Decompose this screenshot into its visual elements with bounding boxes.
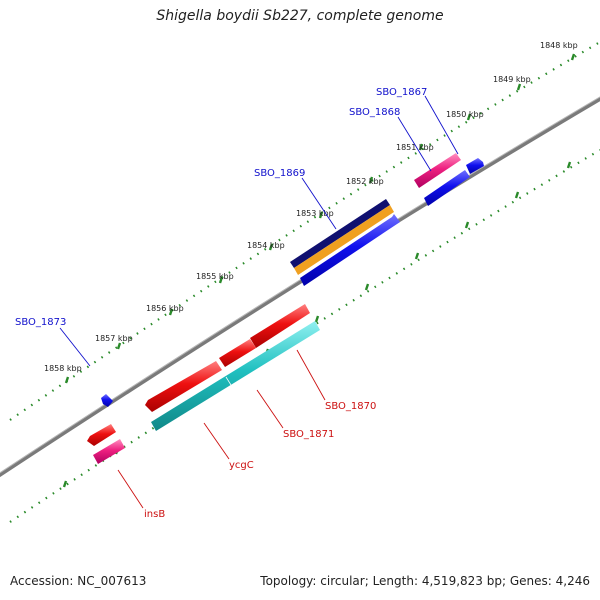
cyan-gene-divider (225, 376, 232, 386)
gene-label-sbo1871[interactable]: SBO_1871 (283, 429, 334, 440)
gene-label-sbo1870[interactable]: SBO_1870 (325, 401, 376, 412)
gene-arrow-ycgc[interactable] (145, 361, 222, 412)
gene-label-ycgc[interactable]: ycgC (229, 460, 254, 471)
gene-arrow-red-mid[interactable] (219, 339, 256, 367)
gene-arrow-sbo1868[interactable] (424, 170, 470, 206)
major-tick (168, 308, 174, 316)
gene-arrow-navy[interactable] (290, 199, 390, 268)
gene-arrow-orange[interactable] (294, 205, 394, 275)
major-tick (418, 143, 424, 151)
leader-insb (117, 469, 144, 509)
major-tick (466, 113, 472, 121)
major-tick (364, 283, 370, 291)
major-tick (314, 315, 320, 323)
tick-label-1849: 1849 kbp (493, 75, 531, 84)
forward-tick-ring (9, 41, 600, 421)
tick-label-1850: 1850 kbp (446, 110, 484, 119)
gene-arrow-sbo1871[interactable] (151, 321, 320, 431)
major-tick (514, 191, 520, 199)
leader-sbo1873 (59, 327, 91, 367)
gene-arrow-sbo1870[interactable] (250, 304, 310, 348)
major-tick (318, 211, 324, 219)
major-tick (62, 480, 68, 488)
major-tick (368, 176, 374, 184)
sequence-backbone (0, 96, 600, 478)
tick-label-1851: 1851 kbp (396, 143, 434, 152)
accession-label: Accession: (10, 574, 74, 588)
gene-label-sbo1867[interactable]: SBO_1867 (376, 87, 427, 98)
leader-sbo1869 (301, 177, 337, 230)
gene-label-sbo1869[interactable]: SBO_1869 (254, 168, 305, 179)
leader-sbo1867 (424, 95, 459, 155)
gene-arrow-red-small[interactable] (87, 424, 116, 446)
reverse-tick-ring (9, 149, 600, 523)
major-tick (218, 276, 224, 284)
gene-arrow-sbo1869[interactable] (300, 214, 400, 286)
length-label: Length: (372, 574, 419, 588)
genes-label: Genes: (509, 574, 552, 588)
tick-label-1854: 1854 kbp (247, 241, 285, 250)
gene-label-sbo1868[interactable]: SBO_1868 (349, 107, 400, 118)
accession-info: Accession: NC_007613 (10, 574, 146, 588)
gene-arrow-magenta-fwd[interactable] (414, 153, 461, 188)
tick-label-1857: 1857 kbp (95, 334, 133, 343)
tick-label-1858: 1858 kbp (44, 364, 82, 373)
major-tick (116, 342, 122, 350)
label-leaders (59, 95, 459, 509)
major-tick (414, 252, 420, 260)
leader-sbo1870 (296, 349, 326, 401)
topology-value: circular; (320, 574, 369, 588)
tick-label-1853: 1853 kbp (296, 209, 334, 218)
leader-sbo1868 (397, 116, 432, 172)
major-tick (570, 53, 576, 61)
tick-label-1848: 1848 kbp (540, 41, 578, 50)
tick-label-1852: 1852 kbp (346, 177, 384, 186)
leader-sbo1871 (256, 389, 284, 429)
major-tick (464, 221, 470, 229)
genome-stats: Topology: circular; Length: 4,519,823 bp… (260, 574, 590, 588)
gene-arrow-insb[interactable] (93, 439, 125, 464)
accession-value: NC_007613 (77, 574, 147, 588)
map-title: Shigella boydii Sb227, complete genome (156, 8, 444, 24)
major-tick (64, 376, 70, 384)
major-tick (516, 83, 522, 91)
gene-arrow-sbo1867[interactable] (466, 158, 484, 174)
major-tick (268, 243, 274, 251)
length-value: 4,519,823 bp; (421, 574, 507, 588)
gene-arrow-sbo1873[interactable] (101, 394, 113, 407)
tick-label-1855: 1855 kbp (196, 272, 234, 281)
tick-label-1856: 1856 kbp (146, 304, 184, 313)
leader-ycgc (203, 422, 230, 460)
gene-label-insb[interactable]: insB (144, 509, 165, 520)
genes-value: 4,246 (555, 574, 590, 588)
gene-label-sbo1873[interactable]: SBO_1873 (15, 317, 66, 328)
major-tick (566, 161, 572, 169)
topology-label: Topology: (260, 574, 317, 588)
